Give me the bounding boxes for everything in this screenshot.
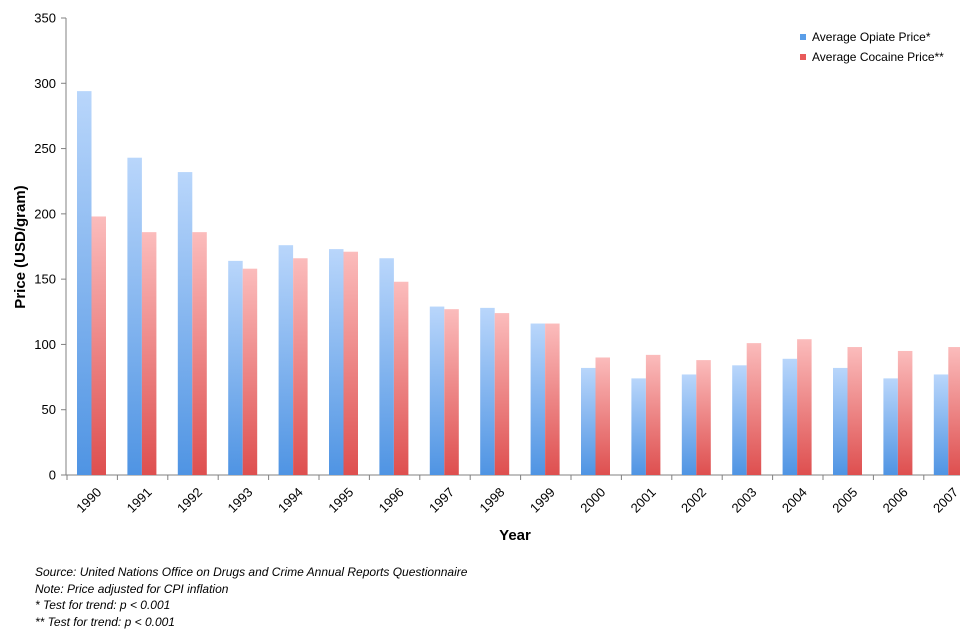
opiate-bar	[531, 324, 546, 475]
legend-swatch-cocaine	[800, 54, 806, 60]
x-tick-label: 1999	[527, 485, 558, 516]
x-tick-label: 1991	[124, 485, 155, 516]
y-tick-label: 50	[42, 402, 56, 417]
opiate-bar	[883, 378, 898, 475]
cocaine-bar	[898, 351, 913, 475]
opiate-trend-note: * Test for trend: p < 0.001	[35, 597, 467, 614]
legend: Average Opiate Price* Average Cocaine Pr…	[800, 30, 944, 64]
opiate-bar	[430, 307, 445, 475]
legend-label-cocaine: Average Cocaine Price**	[812, 50, 944, 64]
cocaine-bar	[192, 232, 207, 475]
y-tick-label: 100	[34, 337, 56, 352]
opiate-bar	[732, 365, 747, 475]
cocaine-bar	[92, 216, 107, 475]
y-tick-label: 350	[34, 11, 56, 26]
x-tick-label: 2003	[728, 485, 759, 516]
x-tick-label: 1998	[476, 485, 507, 516]
cocaine-bar	[545, 324, 560, 475]
cocaine-bar	[394, 282, 409, 475]
x-tick-label: 2001	[628, 485, 659, 516]
opiate-bar	[279, 245, 294, 475]
cocaine-trend-note: ** Test for trend: p < 0.001	[35, 614, 467, 630]
y-axis: 0 50 100 150 200 250 300 350	[34, 11, 66, 483]
x-tick-label: 1990	[73, 485, 104, 516]
cocaine-bar	[444, 309, 459, 475]
cocaine-bar	[344, 252, 359, 475]
legend-label-opiate: Average Opiate Price*	[812, 30, 931, 44]
cocaine-bar	[646, 355, 661, 475]
y-tick-label: 300	[34, 76, 56, 91]
y-tick-label: 200	[34, 206, 56, 221]
opiate-bar	[833, 368, 848, 475]
cocaine-bar	[948, 347, 960, 475]
y-tick-label: 250	[34, 141, 56, 156]
cocaine-bar	[495, 313, 510, 475]
x-tick-label: 1994	[275, 485, 306, 516]
opiate-bar	[783, 359, 798, 475]
x-tick-label: 2004	[779, 485, 810, 516]
opiate-bar	[178, 172, 193, 475]
inflation-note: Note: Price adjusted for CPI inflation	[35, 581, 467, 598]
opiate-bar	[127, 158, 141, 475]
x-tick-label: 2005	[829, 485, 860, 516]
bars	[77, 91, 960, 475]
x-tick-label: 2000	[577, 485, 608, 516]
footnotes: Source: United Nations Office on Drugs a…	[35, 564, 467, 630]
cocaine-bar	[747, 343, 762, 475]
y-axis-label: Price (USD/gram)	[12, 185, 29, 308]
x-tick-label: 1992	[174, 485, 205, 516]
cocaine-bar	[243, 269, 258, 475]
x-tick-label: 1993	[224, 485, 255, 516]
y-tick-label: 150	[34, 272, 56, 287]
opiate-bar	[682, 374, 697, 475]
opiate-bar	[480, 308, 495, 475]
opiate-bar	[934, 374, 949, 475]
x-tick-label: 2002	[678, 485, 709, 516]
opiate-bar	[329, 249, 344, 475]
cocaine-bar	[293, 258, 308, 475]
x-axis-label: Year	[499, 527, 531, 544]
x-tick-label: 1997	[426, 485, 457, 516]
x-axis: 1990 1991 1992 1993 1994 1995 1996 1997 1998 1999…	[66, 475, 960, 516]
x-tick-label: 1996	[376, 485, 407, 516]
x-tick-label: 2006	[880, 485, 911, 516]
x-tick-label: 1995	[325, 485, 356, 516]
opiate-bar	[581, 368, 596, 475]
cocaine-bar	[596, 357, 611, 475]
opiate-bar	[379, 258, 394, 475]
cocaine-bar	[142, 232, 157, 475]
source-note: Source: United Nations Office on Drugs a…	[35, 564, 467, 581]
x-tick-label: 2007	[930, 485, 960, 516]
cocaine-bar	[848, 347, 863, 475]
opiate-bar	[631, 378, 646, 475]
cocaine-bar	[797, 339, 812, 475]
opiate-bar	[228, 261, 243, 475]
cocaine-bar	[696, 360, 711, 475]
opiate-bar	[77, 91, 92, 475]
legend-swatch-opiate	[800, 34, 806, 40]
y-tick-label: 0	[49, 468, 56, 483]
